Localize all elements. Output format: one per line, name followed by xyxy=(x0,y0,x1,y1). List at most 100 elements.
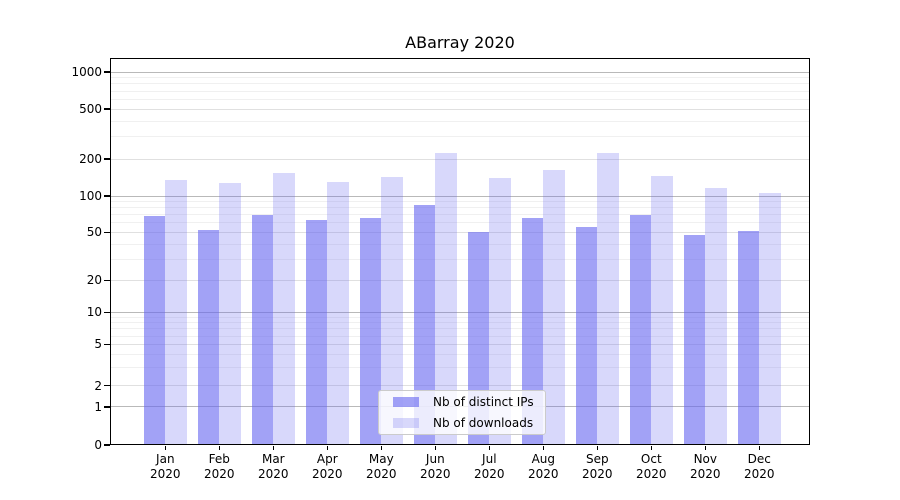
x-tick-mark-mar xyxy=(272,446,275,450)
y-tick-label-10: 10 xyxy=(86,305,102,320)
legend-label-distinct-ips: Nb of distinct IPs xyxy=(433,395,534,409)
y-tick-mark-20 xyxy=(104,279,110,282)
gridline-minor-60 xyxy=(110,222,810,224)
x-tick-label-jun: Jun 2020 xyxy=(403,452,467,482)
y-tick-label-5: 5 xyxy=(94,337,102,352)
gridline-minor-40 xyxy=(110,243,810,245)
x-tick-label-month: Dec xyxy=(747,452,771,466)
gridline-minor-9 xyxy=(110,316,810,318)
gridline-minor-7 xyxy=(110,328,810,330)
x-tick-label-jul: Jul 2020 xyxy=(457,452,521,482)
x-tick-label-aug: Aug 2020 xyxy=(511,452,575,482)
x-tick-label-year: 2020 xyxy=(474,467,505,481)
bar-distinct-ips-jun xyxy=(413,205,436,445)
y-tick-mark-0 xyxy=(104,444,110,446)
x-tick-label-year: 2020 xyxy=(636,467,667,481)
bar-distinct-ips-apr xyxy=(305,219,328,445)
gridline-minor-80 xyxy=(110,207,810,209)
bar-distinct-ips-jan xyxy=(143,215,166,445)
y-tick-mark-5 xyxy=(104,343,110,346)
gridline-500 xyxy=(110,108,810,110)
legend-label-downloads: Nb of downloads xyxy=(433,416,534,430)
x-tick-label-month: Aug xyxy=(531,452,556,466)
x-tick-label-mar: Mar 2020 xyxy=(241,452,305,482)
x-tick-label-nov: Nov 2020 xyxy=(673,452,737,482)
y-tick-label-200: 200 xyxy=(79,152,102,166)
bar-downloads-apr xyxy=(327,182,349,445)
bar-downloads-may xyxy=(381,176,403,445)
gridline-5 xyxy=(110,343,810,345)
x-tick-label-year: 2020 xyxy=(150,467,181,481)
bar-downloads-dec xyxy=(759,192,781,445)
gridline-minor-6 xyxy=(110,335,810,337)
gridline-10 xyxy=(110,311,810,313)
gridline-minor-600 xyxy=(110,98,810,100)
gridline-2 xyxy=(110,385,810,387)
y-tick-label-50: 50 xyxy=(86,225,102,240)
x-tick-label-oct: Oct 2020 xyxy=(619,452,683,482)
x-tick-label-month: Jul xyxy=(482,452,497,466)
plot-area: Nb of distinct IPs Nb of downloads xyxy=(110,58,810,445)
x-tick-label-month: Mar xyxy=(261,452,285,466)
bar-distinct-ips-may xyxy=(359,217,382,445)
gridline-minor-300 xyxy=(110,136,810,138)
y-tick-mark-10 xyxy=(104,311,110,314)
x-tick-label-month: Jan xyxy=(156,452,175,466)
gridline-minor-70 xyxy=(110,214,810,216)
gridline-minor-800 xyxy=(110,83,810,85)
gridline-minor-4 xyxy=(110,353,810,355)
bar-downloads-sep xyxy=(597,152,619,445)
bar-distinct-ips-feb xyxy=(197,230,220,445)
bar-distinct-ips-sep xyxy=(575,227,598,445)
x-tick-label-apr: Apr 2020 xyxy=(295,452,359,482)
x-tick-mark-oct xyxy=(650,446,653,450)
gridline-minor-30 xyxy=(110,258,810,260)
legend: Nb of distinct IPs Nb of downloads xyxy=(378,390,546,435)
x-tick-label-month: Nov xyxy=(693,452,717,466)
y-tick-label-20: 20 xyxy=(86,273,102,288)
y-tick-label-1000: 1000 xyxy=(71,65,102,79)
y-tick-label-500: 500 xyxy=(79,102,102,116)
bar-distinct-ips-dec xyxy=(737,231,760,445)
y-tick-mark-100 xyxy=(104,195,110,197)
bar-distinct-ips-mar xyxy=(251,214,274,445)
y-tick-label-100: 100 xyxy=(79,189,102,203)
y-tick-mark-50 xyxy=(104,231,110,234)
x-tick-mark-apr xyxy=(326,446,329,450)
bar-downloads-jun xyxy=(435,152,457,445)
x-tick-mark-dec xyxy=(758,446,761,450)
x-tick-label-jan: Jan 2020 xyxy=(133,452,197,482)
bar-downloads-feb xyxy=(219,183,241,445)
x-tick-mark-sep xyxy=(596,446,599,450)
x-tick-label-dec: Dec 2020 xyxy=(727,452,791,482)
legend-item-distinct-ips: Nb of distinct IPs xyxy=(387,394,537,410)
gridline-minor-400 xyxy=(110,120,810,122)
gridline-1000 xyxy=(110,71,810,73)
x-tick-mark-jul xyxy=(488,446,491,450)
x-tick-label-year: 2020 xyxy=(528,467,559,481)
x-tick-label-year: 2020 xyxy=(690,467,721,481)
bar-downloads-nov xyxy=(705,187,727,445)
legend-item-downloads: Nb of downloads xyxy=(387,415,537,431)
x-tick-mark-feb xyxy=(218,446,221,450)
gridline-minor-900 xyxy=(110,77,810,79)
y-tick-mark-1 xyxy=(104,406,110,408)
x-tick-label-year: 2020 xyxy=(312,467,343,481)
x-tick-label-year: 2020 xyxy=(582,467,613,481)
y-tick-label-0: 0 xyxy=(94,438,102,452)
x-tick-label-year: 2020 xyxy=(744,467,775,481)
x-tick-label-month: Sep xyxy=(585,452,609,466)
x-tick-label-sep: Sep 2020 xyxy=(565,452,629,482)
gridline-20 xyxy=(110,279,810,281)
gridline-minor-90 xyxy=(110,201,810,203)
x-tick-mark-jun xyxy=(434,446,437,450)
legend-swatch-downloads xyxy=(393,418,419,428)
bar-downloads-aug xyxy=(543,169,565,445)
x-tick-label-year: 2020 xyxy=(366,467,397,481)
x-tick-mark-aug xyxy=(542,446,545,450)
y-tick-mark-500 xyxy=(104,108,110,110)
y-tick-label-1: 1 xyxy=(94,399,102,414)
gridline-minor-8 xyxy=(110,322,810,324)
gridline-100 xyxy=(110,195,810,197)
x-tick-mark-nov xyxy=(704,446,707,450)
